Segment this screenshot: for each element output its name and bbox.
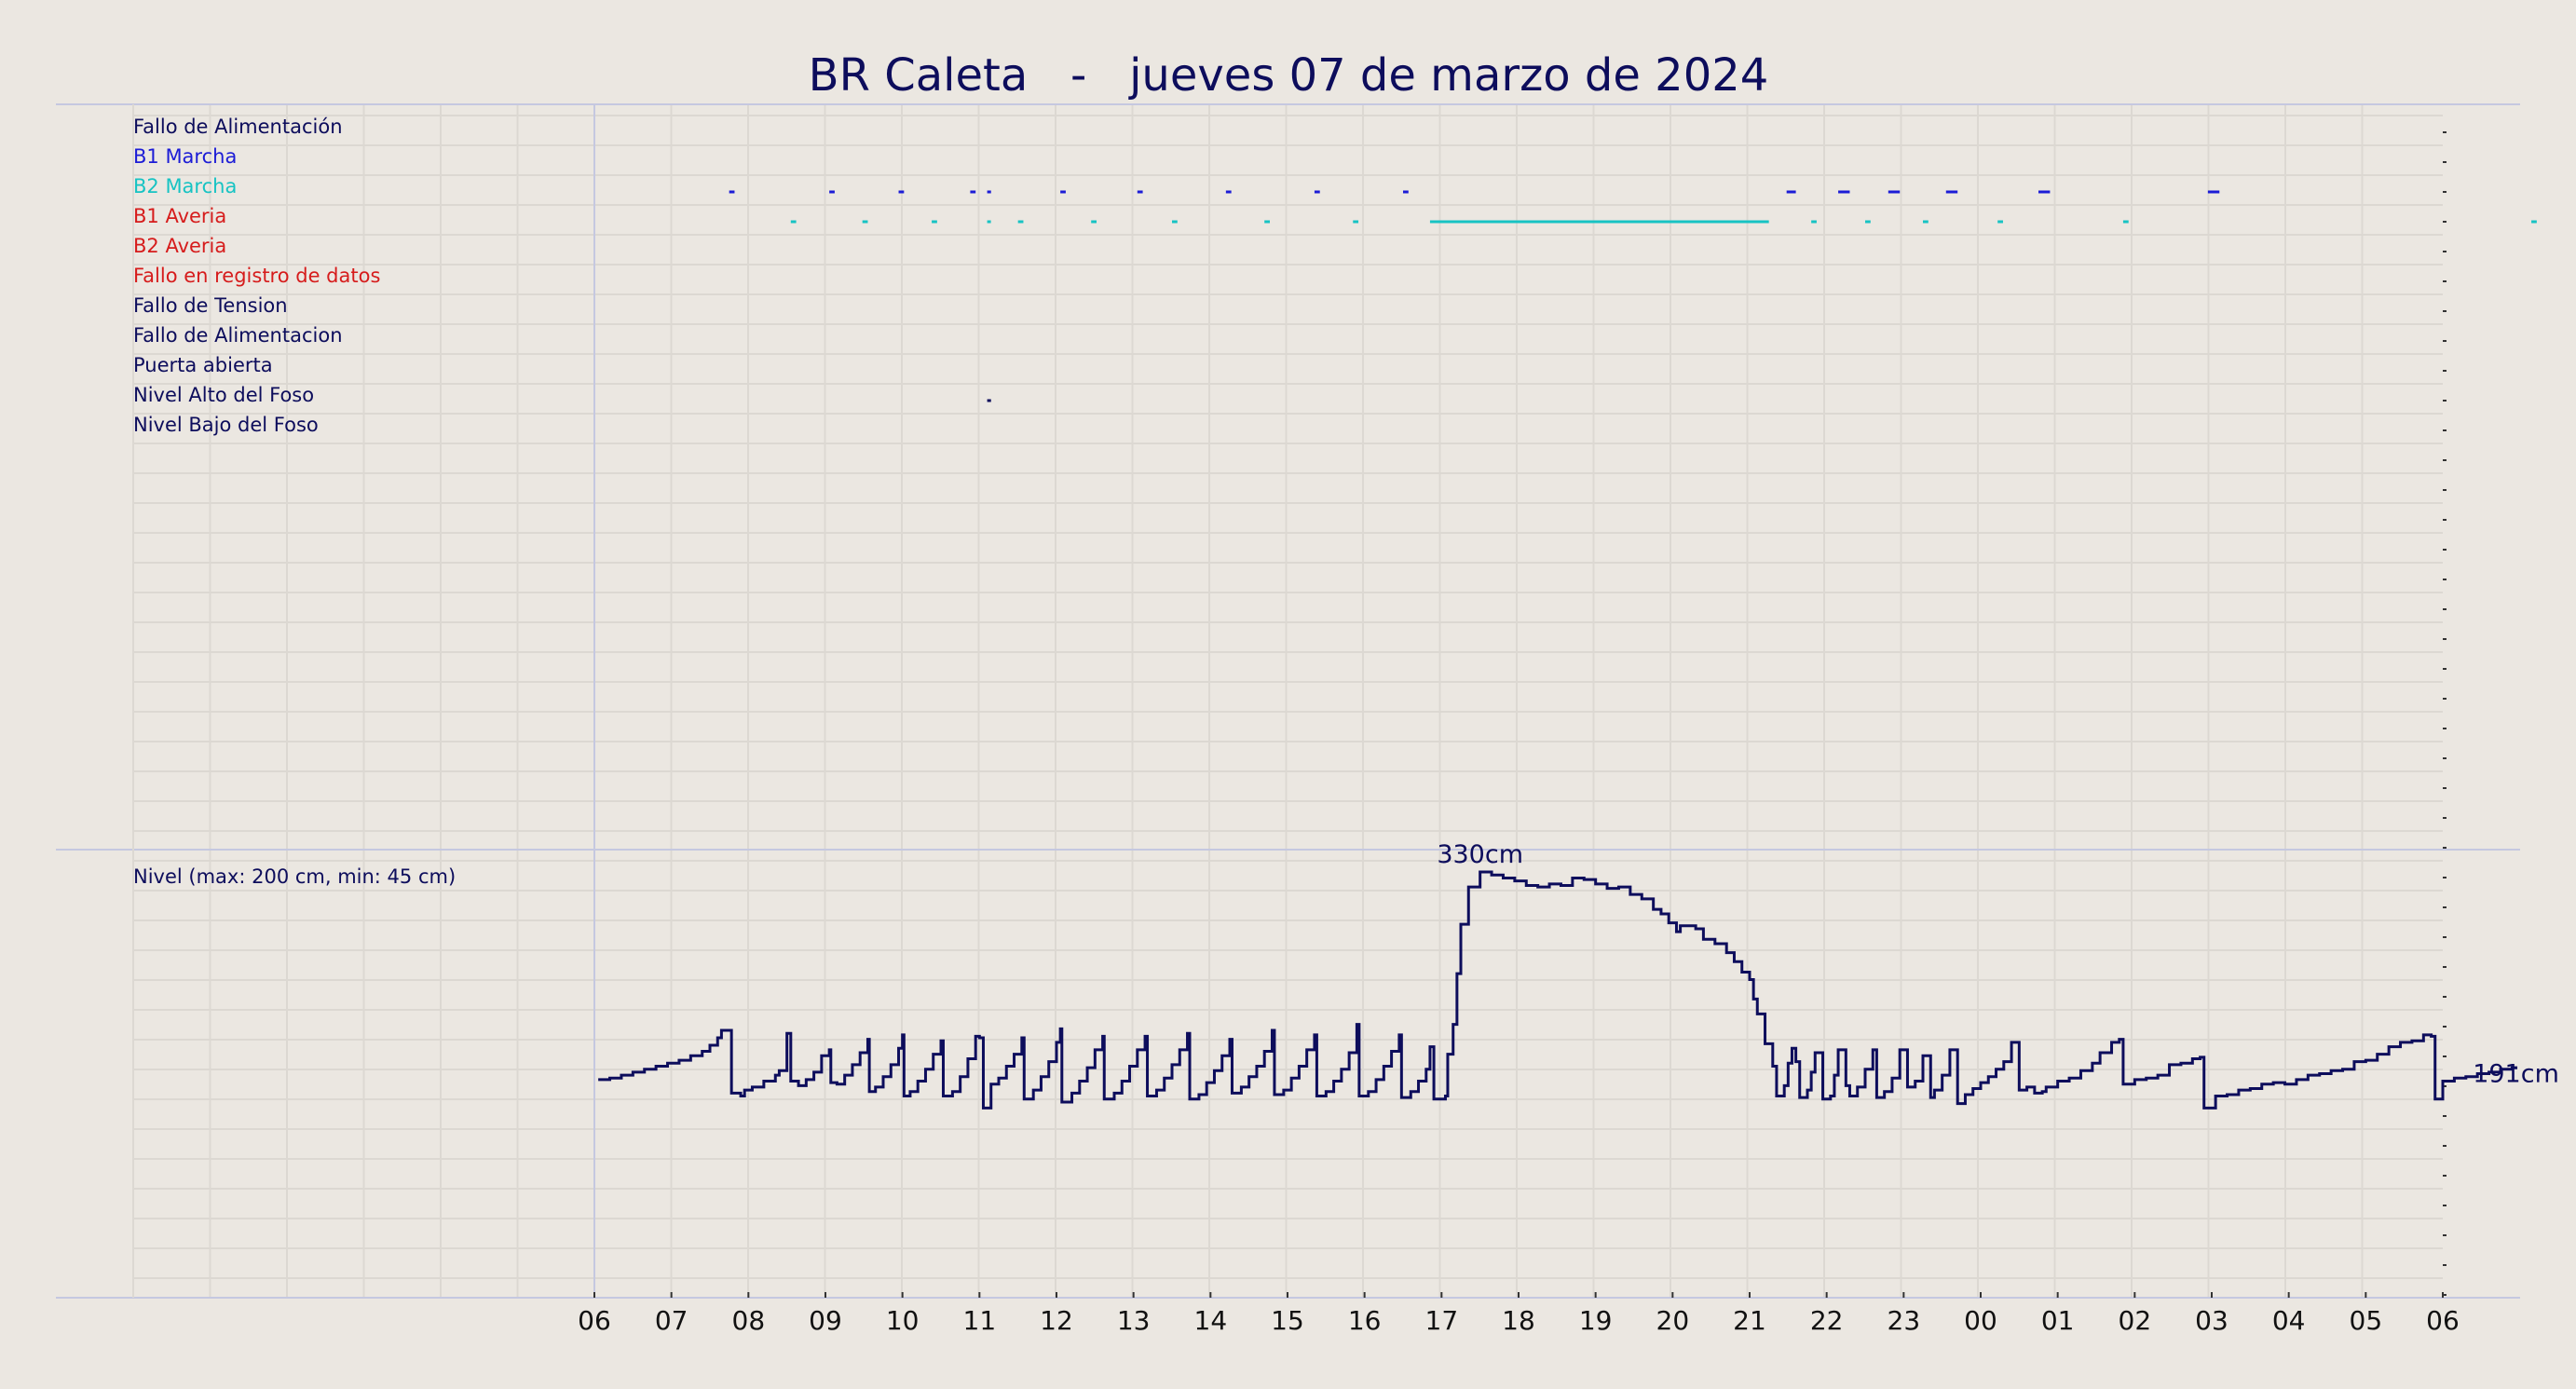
event-label: Fallo de Tension [133,294,288,317]
x-tick-label: 23 [1888,1305,1921,1336]
x-tick-label: 05 [2350,1305,2383,1336]
level-line [598,870,2518,1110]
grid [132,104,2443,1298]
event-label: Nivel Alto del Foso [133,384,314,406]
x-tick-label: 07 [655,1305,688,1336]
event-label: B1 Marcha [133,145,237,168]
event-label: Fallo en registro de datos [133,265,380,287]
x-tick-label: 16 [1348,1305,1382,1336]
x-tick-label: 02 [2119,1305,2152,1336]
x-tick-label: 06 [2426,1305,2460,1336]
level-label: Nivel (max: 200 cm, min: 45 cm) [133,865,456,888]
x-tick-label: 18 [1502,1305,1535,1336]
x-tick-label: 22 [1810,1305,1844,1336]
x-tick-label: 20 [1656,1305,1690,1336]
event-label: Fallo de Alimentación [133,116,343,138]
max-annotation: 330cm [1437,840,1523,869]
event-labels: Fallo de Alimentación B1 Marcha B2 Marcha B… [133,116,380,436]
event-label: B2 Marcha [133,175,237,197]
event-bars [729,190,2537,402]
x-tick-label: 17 [1425,1305,1459,1336]
x-tick-label: 10 [886,1305,920,1336]
x-tick-label: 19 [1579,1305,1613,1336]
x-tick-label: 04 [2272,1305,2306,1336]
last-annotation: 191cm [2473,1060,2559,1089]
x-tick-label: 14 [1194,1305,1228,1336]
x-tick-label: 03 [2195,1305,2228,1336]
level-plot: Nivel (max: 200 cm, min: 45 cm) 330cm 191c… [133,840,2559,1110]
frame [56,103,2520,1299]
x-tick-label: 01 [2041,1305,2075,1336]
event-label: Nivel Bajo del Foso [133,414,319,436]
x-axis-ticks: 06 07 08 09 10 11 12 13 14 15 16 17 18 19 20 21 22 23 00 01… [578,1292,2460,1336]
event-label: B1 Averia [133,205,226,227]
chart-title: BR Caleta - jueves 07 de marzo de 2024 [809,49,1769,102]
x-tick-label: 08 [732,1305,766,1336]
x-tick-label: 11 [963,1305,997,1336]
x-tick-label: 00 [1964,1305,1997,1336]
x-tick-label: 15 [1271,1305,1304,1336]
event-label: Puerta abierta [133,354,273,376]
x-tick-label: 06 [578,1305,611,1336]
x-tick-label: 13 [1117,1305,1151,1336]
x-tick-label: 21 [1733,1305,1766,1336]
x-tick-label: 09 [809,1305,842,1336]
x-tick-label: 12 [1040,1305,1073,1336]
event-label: Fallo de Alimentacion [133,324,343,347]
event-label: B2 Averia [133,235,226,257]
